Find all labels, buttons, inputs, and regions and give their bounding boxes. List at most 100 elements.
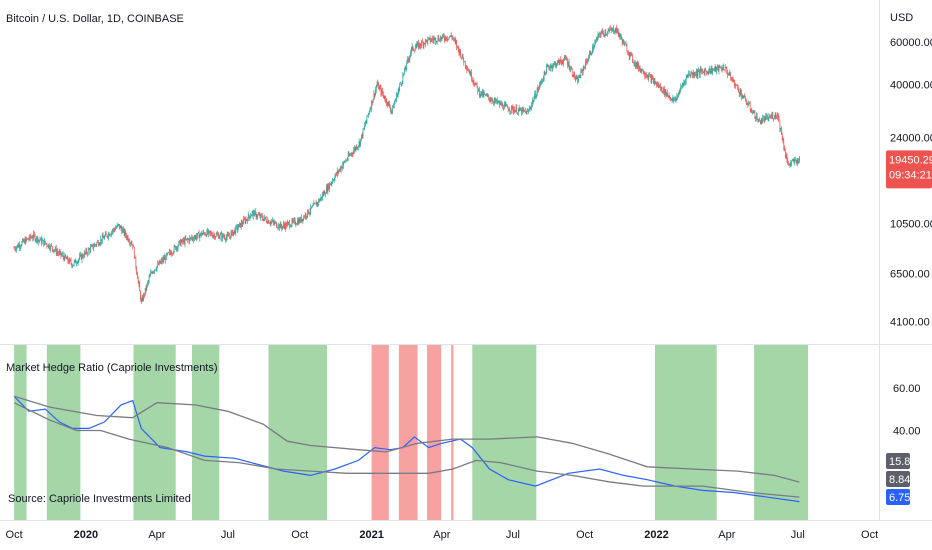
- candle-body: [432, 39, 434, 41]
- candle-body: [669, 97, 671, 98]
- candle-body: [186, 238, 187, 240]
- candle-body: [308, 209, 309, 214]
- candle-body: [656, 81, 657, 86]
- candle-body: [599, 33, 600, 35]
- candle-body: [420, 45, 422, 47]
- candle-body: [689, 75, 691, 77]
- candle-body: [121, 228, 123, 233]
- candle-body: [316, 202, 318, 206]
- time-axis[interactable]: Oct 2020 Apr Jul Oct 2021 Apr Jul Oct 2022 Apr Jul O…: [6, 529, 879, 541]
- candle-body: [500, 102, 501, 105]
- candle-body: [340, 168, 341, 171]
- candle-body: [503, 108, 504, 110]
- candle-body: [242, 224, 244, 225]
- candle-body: [658, 84, 660, 88]
- candle-body: [103, 237, 105, 239]
- candle-body: [769, 116, 771, 117]
- candle-body: [49, 248, 51, 250]
- candle-body: [534, 93, 536, 99]
- candle-body: [301, 217, 302, 222]
- candle-body: [14, 248, 16, 250]
- candle-body: [313, 203, 315, 206]
- candle-body: [322, 194, 324, 196]
- candle-body: [651, 77, 653, 83]
- candle-body: [86, 249, 87, 253]
- candle-body: [215, 236, 216, 238]
- candle-body: [466, 67, 468, 70]
- candle-body: [348, 154, 350, 156]
- time-tick-label: Jul: [221, 529, 235, 541]
- candle-body: [360, 138, 361, 145]
- candle-body: [742, 96, 743, 98]
- candle-body: [171, 253, 173, 255]
- candle-body: [763, 118, 765, 122]
- candle-body: [379, 87, 381, 88]
- candle-body: [148, 277, 150, 282]
- candle-body: [137, 273, 138, 279]
- candle-body: [147, 282, 148, 285]
- candle-body: [502, 103, 504, 109]
- indicator-axis[interactable]: 60.00 40.00 15.86 8.84 6.75: [886, 383, 921, 505]
- candle-body: [680, 86, 682, 91]
- candle-body: [708, 68, 710, 74]
- candle-body: [696, 71, 697, 75]
- candle-body: [114, 229, 116, 231]
- candle-body: [364, 125, 365, 128]
- candle-body: [129, 241, 130, 244]
- candle-body: [496, 99, 497, 102]
- candle-body: [99, 243, 101, 245]
- candle-body: [627, 51, 628, 54]
- candle-body: [146, 284, 148, 290]
- candle-body: [489, 97, 490, 101]
- candle-body: [198, 232, 199, 234]
- candle-body: [605, 31, 607, 35]
- candle-body: [642, 69, 643, 72]
- price-axis[interactable]: USD 60000.00 40000.00 24000.00 10500.00 6500…: [886, 12, 932, 328]
- candle-body: [542, 79, 543, 82]
- time-tick-label: Oct: [6, 529, 23, 541]
- candle-body: [585, 60, 586, 69]
- candle-body: [384, 98, 386, 101]
- candle-body: [322, 194, 323, 199]
- candle-body: [297, 220, 298, 225]
- candle-body: [222, 234, 223, 239]
- candle-body: [120, 226, 122, 229]
- candle-body: [787, 160, 788, 164]
- candle-body: [641, 68, 643, 72]
- candle-body: [350, 154, 351, 156]
- candle-body: [55, 248, 56, 251]
- candle-body: [710, 71, 711, 73]
- candle-body: [559, 59, 561, 65]
- price-pane[interactable]: Bitcoin / U.S. Dollar, 1D, COINBASE: [6, 13, 800, 305]
- candle-body: [551, 65, 553, 69]
- candle-body: [338, 170, 340, 173]
- candle-body: [320, 196, 322, 199]
- candle-body: [474, 83, 475, 86]
- price-tick-label: 4100.00: [890, 316, 930, 328]
- indicator-pane[interactable]: Market Hedge Ratio (Capriole Investments…: [6, 345, 808, 520]
- candle-body: [685, 81, 686, 83]
- candle-body: [115, 228, 116, 231]
- candle-body: [500, 102, 502, 106]
- candle-body: [571, 69, 573, 75]
- candle-body: [424, 43, 425, 44]
- candle-body: [567, 60, 568, 65]
- candle-body: [550, 65, 552, 67]
- candle-body: [310, 206, 312, 212]
- candle-body: [234, 229, 236, 234]
- candle-body: [591, 53, 593, 55]
- candle-body: [611, 28, 613, 31]
- candle-body: [62, 254, 64, 258]
- candle-body: [478, 89, 479, 92]
- candle-body: [18, 244, 20, 248]
- candle-body: [68, 261, 70, 263]
- candle-body: [104, 236, 105, 239]
- candle-body: [683, 82, 685, 84]
- candle-body: [21, 242, 23, 246]
- candle-body: [751, 111, 753, 113]
- candle-body: [549, 67, 550, 69]
- time-tick-label: 2020: [74, 529, 98, 541]
- candle-body: [118, 224, 119, 225]
- candle-body: [361, 134, 362, 139]
